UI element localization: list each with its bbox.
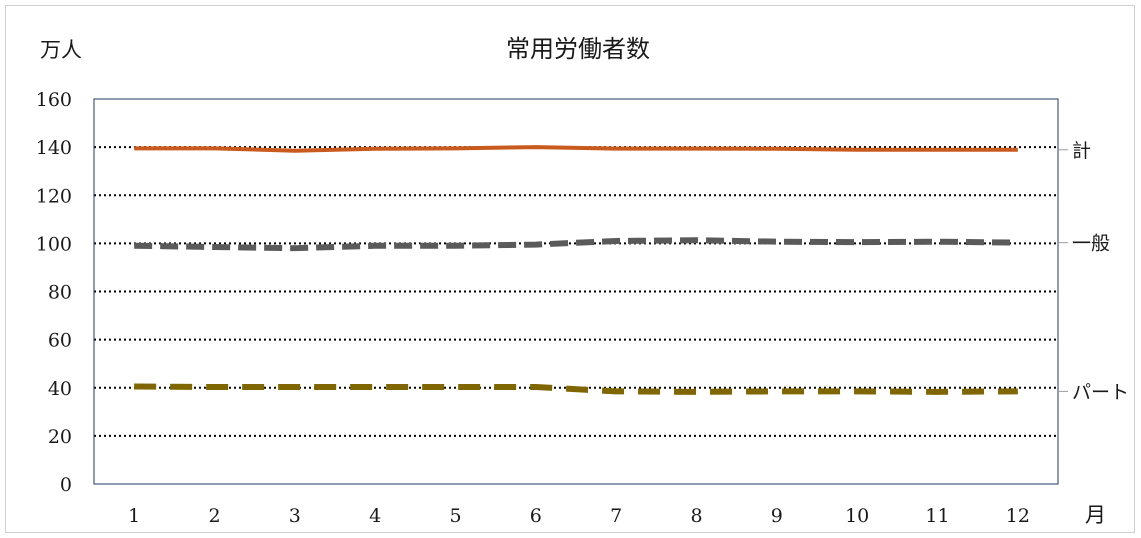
y-tick-label: 40 [48,378,72,400]
y-tick-label: 120 [36,185,72,207]
x-tick-label: 5 [449,505,461,527]
x-tick-label: 11 [925,505,949,527]
series-line-2 [134,383,1018,395]
y-tick-label: 60 [48,330,72,352]
x-tick-label: 7 [610,505,622,527]
plot-area-border [93,98,1059,485]
x-tick-label: 4 [369,505,381,527]
y-tick-label: 160 [36,89,72,111]
x-tick-label: 12 [1006,505,1030,527]
series-lines [134,145,1018,395]
y-tick-label: 20 [48,426,72,448]
x-tick-label: 3 [289,505,301,527]
chart-title: 常用労働者数 [506,35,650,63]
x-axis-unit-label: 月 [1085,503,1106,527]
y-axis-unit-label: 万人 [40,38,82,62]
x-tick-label: 2 [208,505,220,527]
y-tick-label: 80 [48,282,72,304]
series-line-1 [134,237,1018,252]
series-line-0 [134,145,1018,153]
x-tick-label: 10 [845,505,869,527]
gridlines [94,146,1058,437]
x-tick-label: 8 [690,505,702,527]
y-tick-label: 100 [36,233,72,255]
y-tick-label: 0 [60,474,72,496]
x-tick-label: 9 [771,505,783,527]
chart-frame [5,5,1135,533]
series-label: パート [1072,381,1129,403]
x-tick-label: 1 [128,505,140,527]
series-label: 一般 [1072,233,1110,255]
x-tick-label: 6 [530,505,542,527]
series-label: 計 [1072,140,1091,162]
y-tick-label: 140 [36,137,72,159]
x-tick-labels: 1 2 3 4 5 6 7 8 9 10 11 12 [128,505,1030,527]
y-tick-labels: 0 20 40 60 80 100 120 140 160 [36,89,72,496]
